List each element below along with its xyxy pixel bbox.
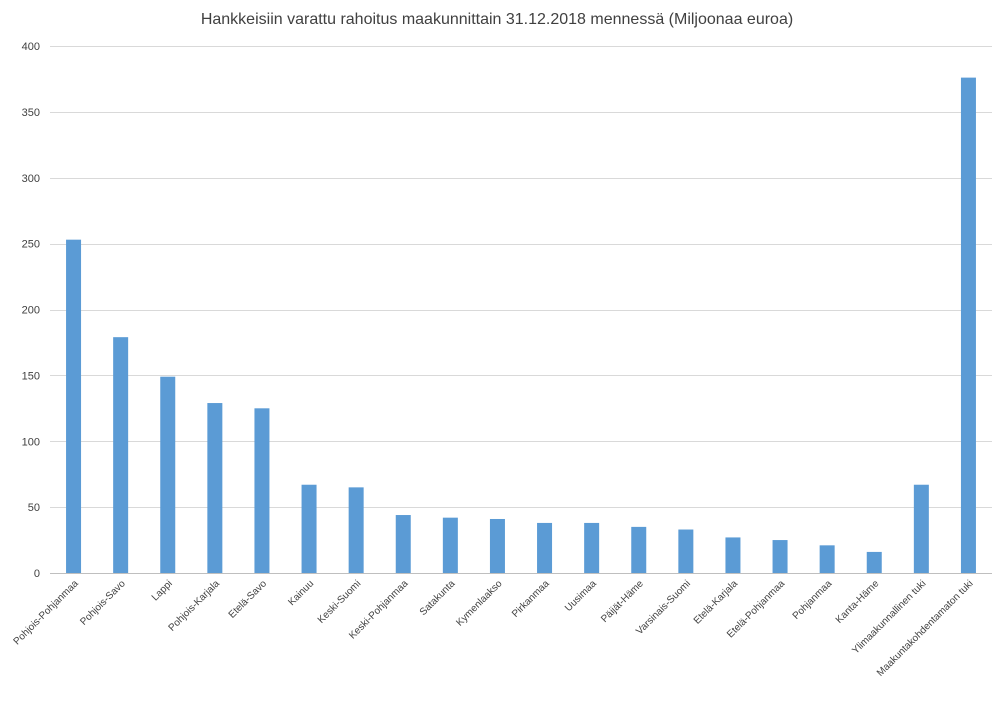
x-tick-label: Pohjois-Karjala — [167, 578, 223, 634]
x-tick-label: Kymenlaakso — [454, 578, 505, 629]
bar — [113, 337, 129, 573]
bar — [866, 551, 882, 573]
bar — [489, 518, 505, 573]
x-tick-label: Pohjois-Pohjanmaa — [12, 578, 81, 647]
bar — [442, 517, 458, 573]
chart-title: Hankkeisiin varattu rahoitus maakunnitta… — [201, 11, 793, 28]
bar — [66, 239, 82, 574]
x-tick-label: Pohjois-Savo — [78, 578, 128, 628]
bar — [725, 537, 741, 573]
bar — [913, 484, 929, 573]
bar — [819, 545, 835, 573]
y-tick-label: 200 — [22, 305, 40, 317]
y-tick-label: 300 — [22, 173, 40, 185]
x-tick-label: Kainuu — [286, 578, 316, 608]
y-tick-label: 50 — [28, 502, 40, 514]
y-tick-label: 150 — [22, 370, 40, 382]
bar — [678, 529, 694, 573]
bar — [395, 515, 411, 573]
x-tick-label: Etelä-Karjala — [692, 578, 741, 627]
bar — [301, 484, 317, 573]
bar — [254, 408, 270, 573]
bars — [66, 77, 976, 574]
y-tick-label: 350 — [22, 107, 40, 119]
bar — [348, 487, 364, 573]
gridlines — [50, 46, 992, 574]
y-tick-label: 100 — [22, 436, 40, 448]
x-tick-label: Pohjanmaa — [791, 578, 835, 622]
bar — [631, 526, 647, 573]
bar — [584, 522, 600, 573]
y-tick-label: 250 — [22, 239, 40, 251]
bar — [160, 376, 176, 573]
y-tick-label: 0 — [34, 568, 40, 580]
x-tick-label: Uusimaa — [563, 578, 599, 614]
x-tick-label: Maakuntakohdentamaton tuki — [875, 578, 976, 679]
bar — [537, 522, 553, 573]
x-tick-label: Pirkanmaa — [510, 578, 552, 620]
x-tick-label: Satakunta — [418, 578, 458, 618]
x-tick-label: Lappi — [150, 578, 175, 603]
bar — [207, 403, 223, 573]
y-tick-label: 400 — [22, 41, 40, 53]
x-tick-label: Kanta-Häme — [834, 578, 882, 626]
y-axis-ticks: 0 50 100 150 200 250 300 350 400 — [22, 41, 40, 580]
x-tick-label: Etelä-Savo — [227, 578, 270, 621]
x-tick-label: Päijät-Häme — [599, 578, 646, 625]
bar — [772, 540, 788, 573]
x-tick-label: Keski-Suomi — [316, 578, 363, 625]
bar — [960, 77, 976, 574]
